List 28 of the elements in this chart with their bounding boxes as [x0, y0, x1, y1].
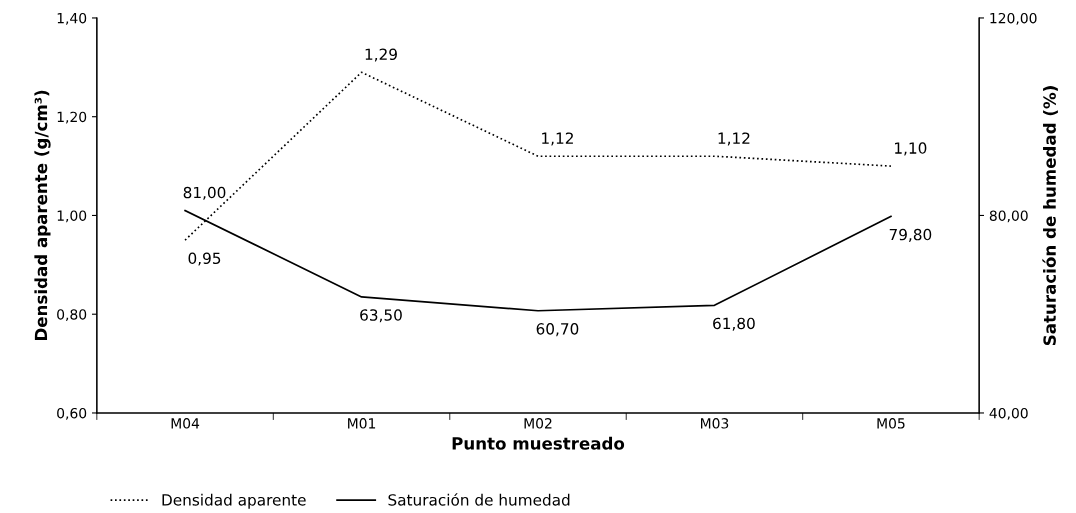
x-tick-label: M02: [524, 418, 552, 429]
y-tick-label: 0,80: [57, 309, 87, 322]
y-tick-label: 1,00: [57, 210, 87, 223]
y-tick-label: 1,20: [57, 111, 87, 124]
x-tick-label: M03: [701, 418, 729, 429]
data-label: 1,12: [718, 132, 750, 146]
data-label: 1,29: [365, 48, 397, 62]
data-label: 1,12: [542, 132, 573, 146]
data-label: 0,95: [188, 252, 221, 266]
x-tick-label: M04: [171, 418, 200, 429]
legend-label: Saturación de humedad: [388, 493, 570, 506]
y2-axis-title: Saturación de humedad (%): [1042, 86, 1058, 346]
legend-label: Densidad aparente: [162, 493, 306, 509]
data-label: 60,70: [536, 323, 579, 337]
data-label: 1,10: [895, 142, 927, 156]
y-tick-label: 0,60: [57, 407, 87, 420]
data-label: 79,80: [889, 228, 932, 242]
data-label: 81,00: [183, 186, 226, 200]
y2-tick-label: 120,00: [990, 12, 1037, 25]
y2-tick-label: 80,00: [989, 210, 1028, 223]
y-tick-label: 1,40: [57, 12, 87, 25]
y-axis-title: Densidad aparente (g/cm³): [34, 90, 51, 341]
data-label: 61,80: [713, 317, 755, 331]
y2-tick-label: 40,00: [989, 407, 1028, 420]
x-tick-label: M05: [877, 418, 905, 429]
data-label: 63,50: [360, 309, 402, 323]
x-tick-label: M01: [348, 418, 376, 429]
x-axis-title: Punto muestreado: [452, 436, 625, 450]
